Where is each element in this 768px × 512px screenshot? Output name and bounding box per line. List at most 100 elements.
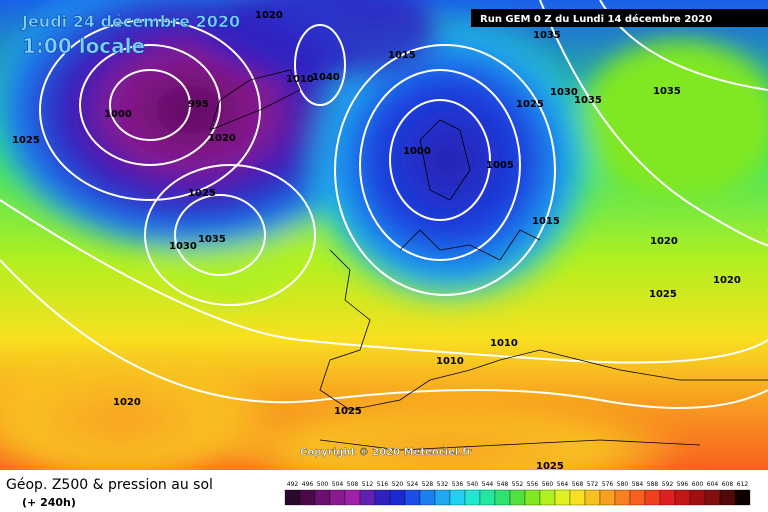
legend-swatch: [734, 489, 751, 506]
legend-swatch: [389, 489, 406, 506]
copyright: Copyright © 2020 Meteociel.fr: [300, 447, 471, 458]
isobar-label: 1020: [713, 275, 741, 286]
legend-swatch: [434, 489, 451, 506]
legend-swatch: [539, 489, 556, 506]
isobar-label: 1025: [516, 99, 544, 110]
legend-label: 560: [542, 481, 554, 488]
legend-swatch: [344, 489, 361, 506]
color-legend: 492 496 500 504 508 512 516 520 524 528 532 536 540 5…: [284, 481, 751, 506]
coastlines: [209, 69, 768, 451]
legend-swatch: [494, 489, 511, 506]
legend-label: 496: [302, 481, 314, 488]
legend-swatch: [584, 489, 601, 506]
legend-label: 588: [647, 481, 659, 488]
isobar-label: 1010: [286, 74, 314, 85]
isobar-label: 1035: [653, 86, 681, 97]
legend-swatch: [479, 489, 496, 506]
legend-swatch: [419, 489, 436, 506]
legend-swatch: [524, 489, 541, 506]
isobar-label: 1020: [650, 236, 678, 247]
legend-swatch: [689, 489, 706, 506]
map-background: [0, 0, 768, 500]
isobar-label: 1020: [113, 397, 141, 408]
isobar-label: 1025: [649, 289, 677, 300]
run-box: [471, 9, 768, 27]
legend-label: 548: [497, 481, 509, 488]
isobar-label: 1000: [104, 109, 132, 120]
legend-label: 576: [602, 481, 614, 488]
legend-label: 592: [662, 481, 674, 488]
legend-swatch: [599, 489, 616, 506]
legend-swatch: [614, 489, 631, 506]
legend-label: 536: [452, 481, 464, 488]
legend-swatch: [359, 489, 376, 506]
legend-swatch: [659, 489, 676, 506]
legend-label: 504: [332, 481, 344, 488]
legend-label: 564: [557, 481, 569, 488]
legend-swatch: [704, 489, 721, 506]
isobar-label: 1020: [255, 10, 283, 21]
legend-label: 532: [437, 481, 449, 488]
isobar-label: 1015: [532, 216, 560, 227]
isobar-label: 1035: [198, 234, 226, 245]
legend-label: 540: [467, 481, 479, 488]
legend-swatch: [404, 489, 421, 506]
legend-label: 524: [407, 481, 419, 488]
footer-lead: (+ 240h): [22, 496, 76, 509]
isobar-label: 1025: [334, 406, 362, 417]
legend-label: 492: [287, 481, 299, 488]
legend-swatch: [569, 489, 586, 506]
legend-swatch: [314, 489, 331, 506]
legend-label: 608: [722, 481, 734, 488]
isobar-label: 1025: [536, 461, 564, 472]
legend-label: 568: [572, 481, 584, 488]
legend-label: 580: [617, 481, 629, 488]
legend-swatch: [464, 489, 481, 506]
legend-label: 516: [377, 481, 389, 488]
legend-label: 528: [422, 481, 434, 488]
legend-swatch: [374, 489, 391, 506]
legend-swatch: [554, 489, 571, 506]
legend-swatch: [284, 489, 301, 506]
isobar-label: 995: [188, 99, 209, 110]
map-time: 1:00 locale: [22, 34, 145, 58]
legend-label: 544: [482, 481, 494, 488]
isobar-label: 1025: [12, 135, 40, 146]
isobar-label: 1015: [388, 50, 416, 61]
isobar-label: 1025: [188, 188, 216, 199]
isobar-label: 1010: [490, 338, 518, 349]
legend-label: 612: [737, 481, 749, 488]
isobar-label: 1020: [208, 133, 236, 144]
legend-swatch: [299, 489, 316, 506]
legend-label: 508: [347, 481, 359, 488]
legend-swatch: [674, 489, 691, 506]
legend-swatch: [644, 489, 661, 506]
isobar-label: 1030: [550, 87, 578, 98]
legend-swatch: [509, 489, 526, 506]
isobar-labels: 1020 1015 1035 1010 1040 1000 995 1025 1…: [12, 10, 741, 472]
legend-label: 604: [707, 481, 719, 488]
legend-swatch: [449, 489, 466, 506]
legend-label: 552: [512, 481, 524, 488]
legend-swatch: [719, 489, 736, 506]
legend-swatch: [629, 489, 646, 506]
isobar-label: 1000: [403, 146, 431, 157]
legend-label: 500: [317, 481, 329, 488]
legend-label: 600: [692, 481, 704, 488]
legend-label: 572: [587, 481, 599, 488]
legend-label: 596: [677, 481, 689, 488]
footer-title: Géop. Z500 & pression au sol: [6, 477, 213, 493]
legend-label: 584: [632, 481, 644, 488]
legend-label: 512: [362, 481, 374, 488]
isobar-label: 1010: [436, 356, 464, 367]
legend-swatch: [329, 489, 346, 506]
legend-label: 520: [392, 481, 404, 488]
isobar-lines: [0, 0, 768, 408]
isobar-label: 1035: [574, 95, 602, 106]
legend-label: 556: [527, 481, 539, 488]
isobar-label: 1005: [486, 160, 514, 171]
map-date: Jeudi 24 décembre 2020: [21, 12, 240, 31]
isobar-label: 1035: [533, 30, 561, 41]
